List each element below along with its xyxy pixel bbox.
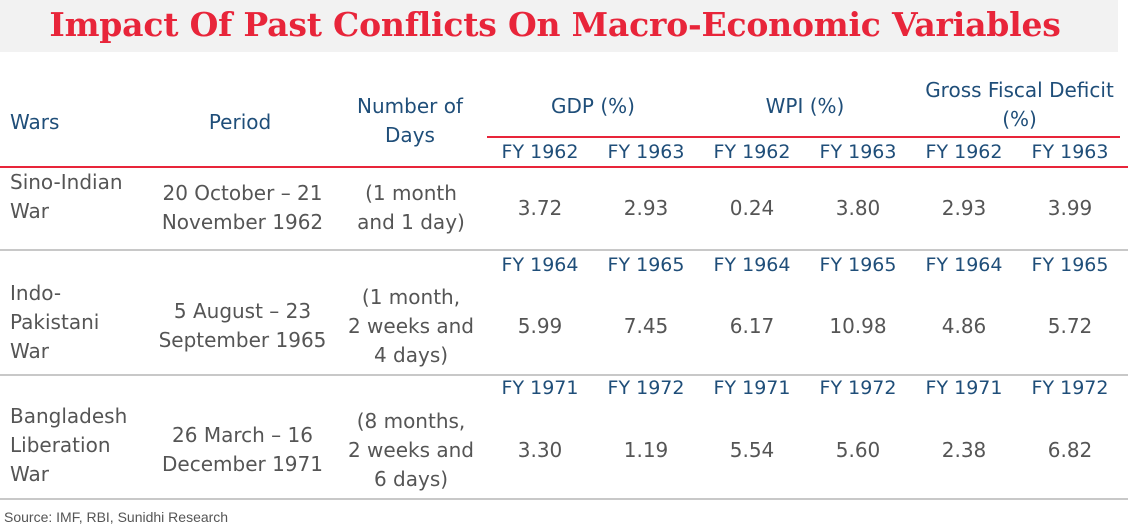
war-duration-line: (1 month, bbox=[361, 284, 461, 309]
war-name-line: War bbox=[10, 462, 49, 486]
war-name-line: Liberation bbox=[10, 433, 111, 457]
header-days-line2: Days bbox=[385, 123, 435, 147]
war-name: Indo- Pakistani War bbox=[0, 279, 150, 373]
table-cell-value: 5.60 bbox=[835, 437, 881, 462]
war-name-line: Bangladesh bbox=[10, 404, 128, 428]
fiscal-year-label: FY 1963 bbox=[607, 141, 685, 163]
fiscal-year-label: FY 1963 bbox=[819, 141, 897, 163]
header-gfd-line1: Gross Fiscal Deficit bbox=[925, 78, 1114, 102]
table-cell-value: 10.98 bbox=[829, 313, 887, 338]
header-number-of-days: Number of Days bbox=[335, 88, 485, 154]
table-cell-value: 3.80 bbox=[835, 195, 881, 220]
row-divider bbox=[0, 249, 1128, 251]
war-duration-line: 2 weeks and bbox=[347, 437, 475, 462]
fiscal-year-label: FY 1972 bbox=[1031, 377, 1109, 399]
table-cell-value: 0.24 bbox=[729, 195, 775, 220]
table-cell-value: 3.72 bbox=[517, 195, 563, 220]
fiscal-year-label: FY 1964 bbox=[501, 254, 579, 276]
title-bar bbox=[0, 0, 1118, 52]
fiscal-year-label: FY 1972 bbox=[819, 377, 897, 399]
table-cell-value: 1.19 bbox=[623, 437, 669, 462]
header-wpi: WPI (%) bbox=[765, 93, 845, 118]
war-name-line: Indo- bbox=[10, 281, 62, 305]
header-gfd-line2: (%) bbox=[1002, 107, 1037, 131]
fiscal-year-label: FY 1965 bbox=[1031, 254, 1109, 276]
page-title: Impact Of Past Conflicts On Macro-Econom… bbox=[49, 5, 1061, 44]
table-cell-value: 7.45 bbox=[623, 313, 669, 338]
war-duration-line: 6 days) bbox=[373, 466, 449, 491]
table-cell-value: 2.93 bbox=[623, 195, 669, 220]
fiscal-year-label: FY 1962 bbox=[501, 141, 579, 163]
war-duration-line: (1 month bbox=[365, 181, 457, 205]
header-period: Period bbox=[208, 109, 272, 134]
header-gross-fiscal-deficit: Gross Fiscal Deficit (%) bbox=[911, 74, 1128, 136]
war-period-line: 26 March – 16 bbox=[172, 423, 313, 447]
fiscal-year-label: FY 1964 bbox=[925, 254, 1003, 276]
fiscal-year-label: FY 1962 bbox=[713, 141, 791, 163]
war-period-line: 5 August – 23 bbox=[173, 299, 312, 323]
war-name: Sino-Indian War bbox=[0, 168, 150, 248]
fiscal-year-label: FY 1963 bbox=[1031, 141, 1109, 163]
table-cell-value: 5.99 bbox=[517, 313, 563, 338]
war-duration-line: 2 weeks and bbox=[347, 313, 475, 338]
fiscal-year-label: FY 1962 bbox=[925, 141, 1003, 163]
header-divider bbox=[487, 136, 1120, 138]
war-duration-line: and 1 day) bbox=[357, 210, 465, 234]
war-period-line: November 1962 bbox=[161, 210, 324, 234]
table-cell-value: 4.86 bbox=[941, 313, 987, 338]
table-cell-value: 5.54 bbox=[729, 437, 775, 462]
war-period-line: September 1965 bbox=[158, 328, 327, 352]
fiscal-year-label: FY 1965 bbox=[819, 254, 897, 276]
header-gdp: GDP (%) bbox=[551, 93, 635, 118]
row-divider bbox=[0, 374, 1128, 376]
war-duration: (8 months, 2 weeks and 6 days) bbox=[335, 402, 487, 498]
war-period-line: December 1971 bbox=[162, 452, 323, 476]
fiscal-year-label: FY 1964 bbox=[713, 254, 791, 276]
war-period-line: 20 October – 21 bbox=[162, 181, 323, 205]
row-divider bbox=[0, 498, 1128, 500]
fiscal-year-label: FY 1965 bbox=[607, 254, 685, 276]
war-name-line: War bbox=[10, 339, 49, 363]
header-bottom-rule bbox=[0, 166, 1128, 168]
war-name-line: Pakistani bbox=[10, 310, 100, 334]
table-cell-value: 6.82 bbox=[1047, 437, 1093, 462]
fiscal-year-label: FY 1971 bbox=[501, 377, 579, 399]
header-wars: Wars bbox=[10, 109, 60, 134]
table-cell-value: 6.17 bbox=[729, 313, 775, 338]
war-name-line: War bbox=[10, 199, 49, 223]
war-duration: (1 month and 1 day) bbox=[335, 168, 487, 248]
war-name: Bangladesh Liberation War bbox=[0, 402, 150, 498]
fiscal-year-label: FY 1971 bbox=[925, 377, 1003, 399]
source-note: Source: IMF, RBI, Sunidhi Research bbox=[4, 509, 229, 525]
table-cell-value: 2.38 bbox=[941, 437, 987, 462]
table-cell-value: 3.99 bbox=[1047, 195, 1093, 220]
war-period: 5 August – 23 September 1965 bbox=[150, 279, 335, 373]
war-duration-line: 4 days) bbox=[373, 342, 449, 367]
table-cell-value: 5.72 bbox=[1047, 313, 1093, 338]
war-period: 26 March – 16 December 1971 bbox=[150, 402, 335, 498]
war-duration: (1 month, 2 weeks and 4 days) bbox=[335, 279, 487, 373]
fiscal-year-label: FY 1972 bbox=[607, 377, 685, 399]
header-days-line1: Number of bbox=[357, 94, 463, 118]
war-name-line: Sino-Indian bbox=[10, 170, 123, 194]
table-cell-value: 3.30 bbox=[517, 437, 563, 462]
war-period: 20 October – 21 November 1962 bbox=[150, 168, 335, 248]
war-duration-line: (8 months, bbox=[356, 408, 466, 433]
table-cell-value: 2.93 bbox=[941, 195, 987, 220]
fiscal-year-label: FY 1971 bbox=[713, 377, 791, 399]
